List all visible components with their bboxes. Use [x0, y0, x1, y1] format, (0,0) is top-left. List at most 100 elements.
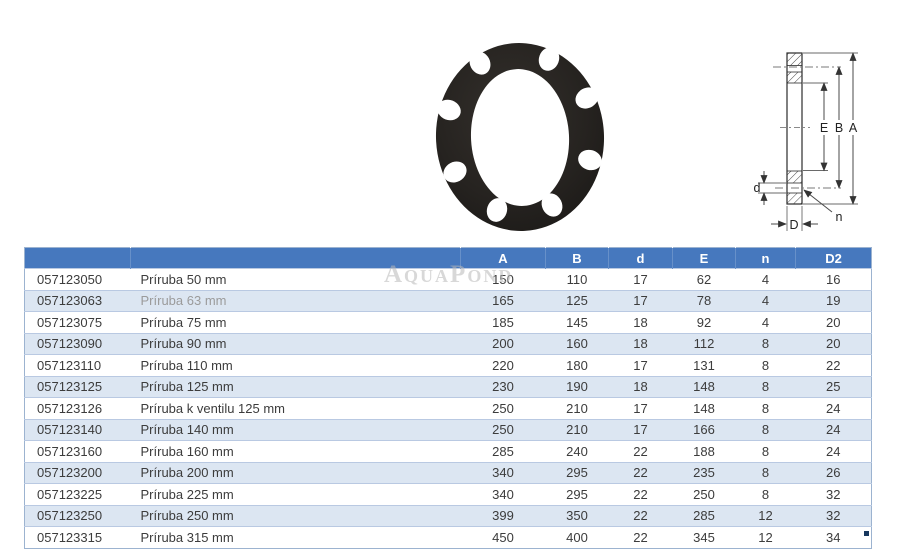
- cell-D2: 24: [795, 440, 872, 462]
- cell-B: 350: [545, 504, 609, 527]
- cell-d: 22: [608, 526, 673, 548]
- cell-n: 8: [735, 332, 796, 355]
- label-E: E: [820, 121, 828, 135]
- cell-d: 17: [608, 289, 673, 312]
- cell-d: 22: [608, 483, 673, 505]
- cell-code: 057123050: [24, 268, 131, 290]
- cell-d: 17: [608, 418, 673, 441]
- cell-name: Príruba 200 mm: [130, 461, 461, 484]
- cell-d: 22: [608, 440, 673, 462]
- flange-dimension-diagram: E B A d D n: [754, 52, 859, 232]
- table-row: 057123075 Príruba 75 mm 185 145 18 92 4 20: [24, 311, 872, 333]
- label-D: D: [789, 218, 798, 232]
- cell-name: Príruba 50 mm: [130, 268, 461, 290]
- cell-A: 185: [460, 311, 546, 333]
- cell-code: 057123126: [24, 397, 131, 419]
- cell-D2: 34: [795, 526, 872, 548]
- label-n: n: [836, 210, 843, 224]
- cell-A: 200: [460, 332, 546, 355]
- bolt-hole: [486, 198, 508, 222]
- cell-D2: 22: [795, 354, 872, 376]
- cell-n: 8: [735, 440, 796, 462]
- cell-name: Príruba 225 mm: [130, 483, 461, 505]
- cell-A: 220: [460, 354, 546, 376]
- cell-d: 17: [608, 397, 673, 419]
- table-row: 057123160 Príruba 160 mm 285 240 22 188 8 24: [24, 440, 872, 462]
- hatch-top-rim: [786, 52, 803, 66]
- cell-code: 057123063: [24, 289, 131, 312]
- flange-photo: [435, 43, 605, 231]
- cell-A: 340: [460, 483, 546, 505]
- cell-E: 92: [672, 311, 736, 333]
- table-row: 057123126 Príruba k ventilu 125 mm 250 210 1…: [24, 397, 872, 419]
- cell-code: 057123140: [24, 418, 131, 441]
- bolt-hole: [575, 87, 599, 109]
- bolt-hole: [469, 51, 491, 75]
- cell-E: 188: [672, 440, 736, 462]
- table-row: 057123063 Príruba 63 mm 165 125 17 78 4 19: [24, 289, 872, 312]
- table-row: 057123200 Príruba 200 mm 340 295 22 235 8 26: [24, 461, 872, 484]
- cell-n: 12: [735, 504, 796, 527]
- flange-ring: [435, 43, 605, 231]
- table-row: 057123250 Príruba 250 mm 399 350 22 285 12 32: [24, 504, 872, 527]
- col-header-d: d: [608, 247, 673, 269]
- cell-d: 17: [608, 354, 673, 376]
- table-row: 057123090 Príruba 90 mm 200 160 18 112 8 20: [24, 332, 872, 355]
- flange-section: [786, 52, 803, 205]
- cell-name: Príruba 125 mm: [130, 375, 461, 398]
- cell-E: 78: [672, 289, 736, 312]
- cell-E: 62: [672, 268, 736, 290]
- col-header-B: B: [545, 247, 609, 269]
- bolt-hole: [541, 193, 563, 217]
- hatch-bot-rim: [786, 192, 803, 205]
- cell-code: 057123160: [24, 440, 131, 462]
- cell-B: 190: [545, 375, 609, 398]
- cell-B: 210: [545, 418, 609, 441]
- table-row: 057123225 Príruba 225 mm 340 295 22 250 8 32: [24, 483, 872, 505]
- leader-n: [803, 189, 833, 213]
- cell-name: Príruba 110 mm: [130, 354, 461, 376]
- cell-n: 8: [735, 461, 796, 484]
- cell-code: 057123125: [24, 375, 131, 398]
- cell-d: 17: [608, 268, 673, 290]
- cell-name: Príruba 75 mm: [130, 311, 461, 333]
- cell-D2: 32: [795, 504, 872, 527]
- col-header-A: A: [460, 247, 546, 269]
- label-A: A: [849, 121, 858, 135]
- cell-n: 8: [735, 418, 796, 441]
- cell-d: 22: [608, 461, 673, 484]
- cell-name: Príruba 160 mm: [130, 440, 461, 462]
- cell-A: 340: [460, 461, 546, 484]
- cell-B: 295: [545, 461, 609, 484]
- cell-E: 166: [672, 418, 736, 441]
- cell-E: 131: [672, 354, 736, 376]
- cell-n: 4: [735, 311, 796, 333]
- bolt-hole: [437, 99, 461, 121]
- cell-n: 4: [735, 289, 796, 312]
- col-header-E: E: [672, 247, 736, 269]
- cell-code: 057123075: [24, 311, 131, 333]
- col-header-D2: D2: [795, 247, 872, 269]
- cell-D2: 32: [795, 483, 872, 505]
- table-row: 057123315 Príruba 315 mm 450 400 22 345 12 34: [24, 526, 872, 548]
- cell-E: 112: [672, 332, 736, 355]
- cell-A: 450: [460, 526, 546, 548]
- label-d: d: [754, 181, 761, 195]
- cell-n: 8: [735, 483, 796, 505]
- cell-name: Príruba 63 mm: [130, 289, 461, 312]
- cell-E: 250: [672, 483, 736, 505]
- cell-D2: 19: [795, 289, 872, 312]
- table-row: 057123125 Príruba 125 mm 230 190 18 148 8 25: [24, 375, 872, 398]
- cell-code: 057123090: [24, 332, 131, 355]
- hatch-bot-inner: [786, 170, 803, 184]
- cell-D2: 20: [795, 332, 872, 355]
- cell-code: 057123110: [24, 354, 131, 376]
- col-header-n: n: [735, 247, 796, 269]
- cell-E: 235: [672, 461, 736, 484]
- cell-name: Príruba k ventilu 125 mm: [130, 397, 461, 419]
- cell-n: 8: [735, 397, 796, 419]
- cell-A: 165: [460, 289, 546, 312]
- bolt-hole: [443, 161, 467, 183]
